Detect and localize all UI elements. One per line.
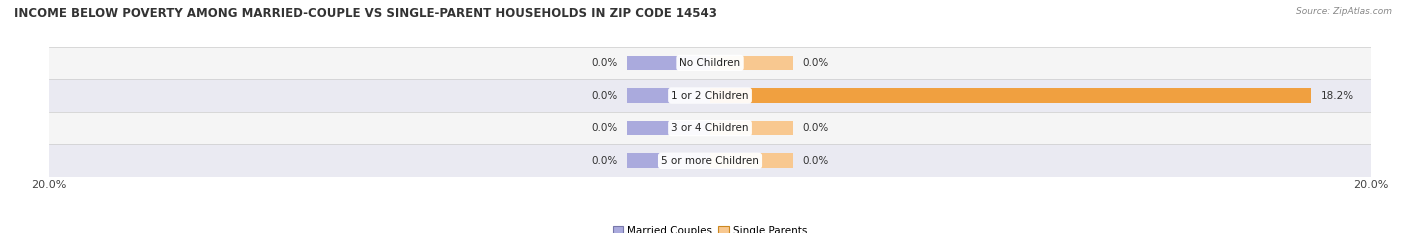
Legend: Married Couples, Single Parents: Married Couples, Single Parents [609,221,811,233]
Text: Source: ZipAtlas.com: Source: ZipAtlas.com [1296,7,1392,16]
Bar [627,154,710,168]
Text: 1 or 2 Children: 1 or 2 Children [671,91,749,100]
Text: 18.2%: 18.2% [1322,91,1354,100]
Bar [49,112,1371,144]
Text: No Children: No Children [679,58,741,68]
Text: 5 or more Children: 5 or more Children [661,156,759,166]
Text: 3 or 4 Children: 3 or 4 Children [671,123,749,133]
Text: 0.0%: 0.0% [592,91,617,100]
Bar [49,79,1371,112]
Bar [710,88,1312,103]
Bar [627,88,710,103]
Text: 0.0%: 0.0% [592,123,617,133]
Text: 0.0%: 0.0% [803,58,828,68]
Text: 0.0%: 0.0% [803,156,828,166]
Text: INCOME BELOW POVERTY AMONG MARRIED-COUPLE VS SINGLE-PARENT HOUSEHOLDS IN ZIP COD: INCOME BELOW POVERTY AMONG MARRIED-COUPL… [14,7,717,20]
Text: 0.0%: 0.0% [592,156,617,166]
Bar [710,121,793,136]
Text: 0.0%: 0.0% [803,123,828,133]
Bar [49,47,1371,79]
Bar [710,154,793,168]
Bar [627,121,710,136]
Bar [627,56,710,70]
Bar [49,144,1371,177]
Text: 0.0%: 0.0% [592,58,617,68]
Bar [710,56,793,70]
